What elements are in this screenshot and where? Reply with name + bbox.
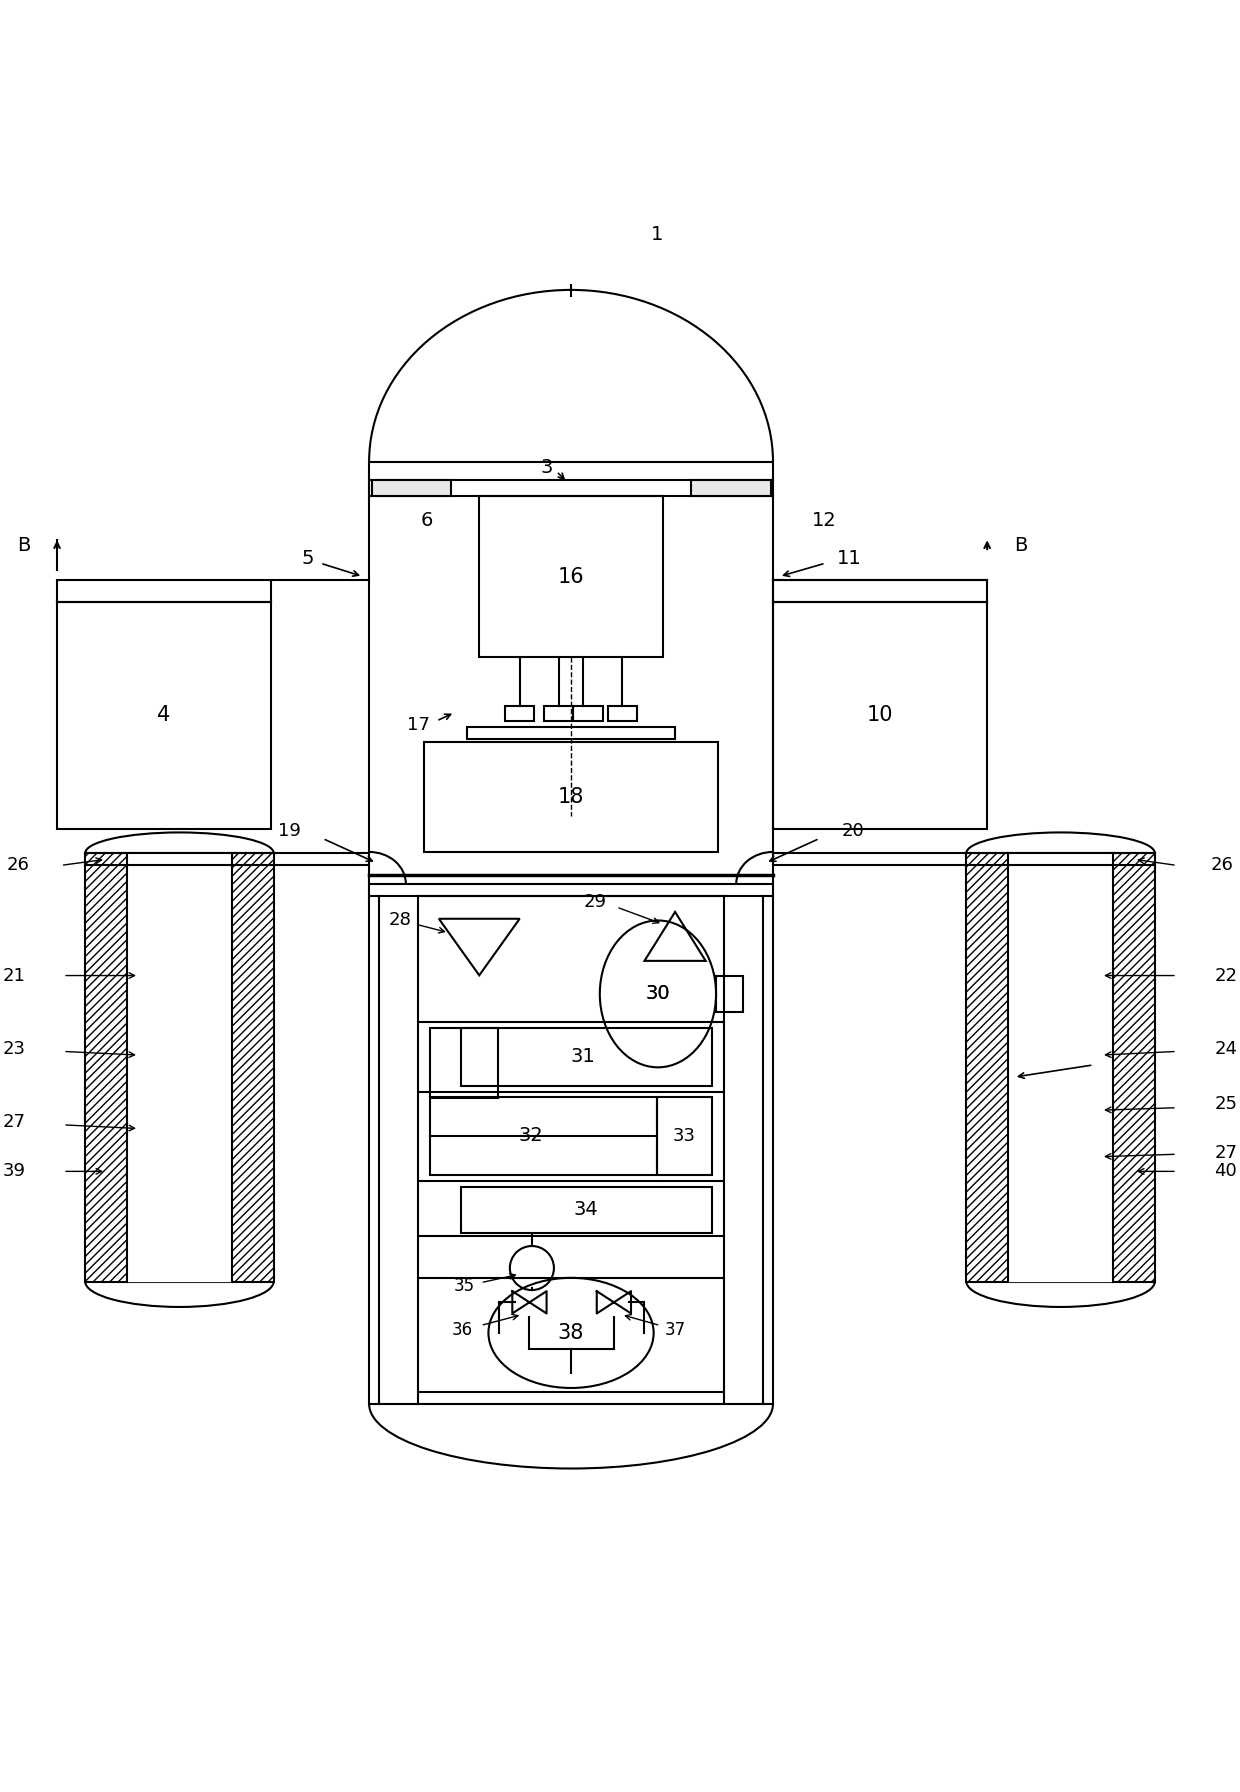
Bar (966, 853, 1008, 1281)
Text: 18: 18 (558, 787, 584, 806)
Bar (57, 602, 272, 828)
Text: 37: 37 (665, 1321, 686, 1339)
Bar (773, 602, 987, 828)
Bar (691, 480, 770, 496)
Text: 27: 27 (2, 1113, 26, 1131)
Bar (715, 975, 743, 1012)
Text: 38: 38 (558, 1322, 584, 1342)
Text: 36: 36 (451, 1321, 472, 1339)
Bar (126, 853, 232, 1281)
Text: 16: 16 (558, 566, 584, 586)
Bar (430, 1097, 657, 1176)
Text: 6: 6 (420, 511, 433, 530)
Bar (544, 706, 573, 720)
Text: 28: 28 (388, 912, 412, 930)
Bar (424, 742, 718, 851)
Text: 40: 40 (1214, 1163, 1238, 1181)
Text: 29: 29 (584, 892, 608, 910)
Bar (461, 1188, 712, 1233)
Text: 25: 25 (1214, 1095, 1238, 1113)
Text: 12: 12 (812, 511, 837, 530)
Text: 27: 27 (1214, 1143, 1238, 1161)
Bar (232, 853, 274, 1281)
Text: 22: 22 (1214, 966, 1238, 984)
Text: 34: 34 (574, 1201, 599, 1219)
Text: 30: 30 (646, 984, 671, 1004)
Bar (86, 853, 126, 1281)
Bar (1008, 853, 1114, 1281)
Text: 21: 21 (2, 966, 26, 984)
Bar (461, 1029, 712, 1086)
Bar (966, 853, 1154, 1281)
Bar (86, 853, 274, 1281)
Text: 33: 33 (673, 1127, 696, 1145)
Text: 23: 23 (2, 1039, 26, 1057)
Text: 32: 32 (518, 1127, 543, 1145)
Bar (657, 1097, 712, 1176)
Bar (479, 496, 663, 658)
Text: 26: 26 (6, 857, 30, 874)
Bar (1114, 853, 1154, 1281)
Text: 35: 35 (454, 1278, 475, 1296)
Bar (505, 706, 534, 720)
Text: 10: 10 (867, 706, 893, 726)
Text: 26: 26 (1210, 857, 1234, 874)
Text: 3: 3 (541, 459, 553, 477)
Bar (372, 480, 451, 496)
Text: 19: 19 (278, 823, 301, 840)
Text: 17: 17 (407, 715, 429, 733)
Text: 1: 1 (651, 226, 663, 244)
Text: 39: 39 (2, 1163, 26, 1181)
Bar (573, 706, 603, 720)
Bar (370, 462, 773, 1403)
Text: 24: 24 (1214, 1039, 1238, 1057)
Text: B: B (16, 536, 30, 556)
Text: 31: 31 (570, 1048, 595, 1066)
Bar (467, 728, 675, 740)
Text: 4: 4 (157, 706, 171, 726)
Text: 30: 30 (646, 984, 671, 1004)
Bar (608, 706, 637, 720)
Bar (430, 1029, 497, 1098)
Text: B: B (1014, 536, 1028, 556)
Text: 5: 5 (301, 548, 314, 568)
Text: 11: 11 (837, 548, 862, 568)
Text: 20: 20 (841, 823, 864, 840)
